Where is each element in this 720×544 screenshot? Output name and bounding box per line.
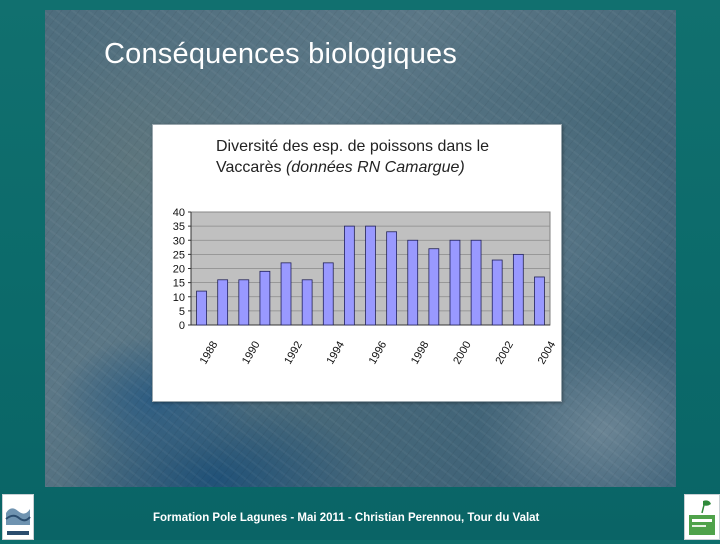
bar-1994 [322, 262, 334, 326]
chart-title: Diversité des esp. de poissons dans le V… [216, 136, 516, 178]
y-tick-label: 15 [173, 278, 185, 290]
x-tick-label-2004: 2004 [536, 339, 559, 366]
bar-2000 [449, 239, 461, 326]
x-tick-label-1990: 1990 [240, 339, 263, 366]
bar-2004 [534, 276, 545, 326]
bar-1992 [280, 262, 292, 326]
bar-1989 [217, 279, 229, 326]
x-tick-label-1994: 1994 [324, 339, 347, 366]
bar-2001 [470, 239, 482, 326]
bar-1995 [344, 225, 355, 326]
x-tick-label-1998: 1998 [409, 339, 432, 366]
footer-credit: Formation Pole Lagunes - Mai 2011 - Chri… [153, 512, 540, 524]
chart-title-line2-italic: (données RN Camargue) [285, 159, 465, 176]
chart-title-line1: Diversité des esp. de poissons dans le [216, 138, 490, 155]
chart-card: Diversité des esp. de poissons dans le V… [152, 124, 562, 402]
x-tick-label-1988: 1988 [198, 339, 221, 366]
left-logo [2, 494, 34, 540]
slide-title: Conséquences biologiques [104, 38, 458, 70]
bar-2002 [491, 259, 503, 326]
x-tick-label-1996: 1996 [367, 339, 390, 366]
right-logo [684, 494, 720, 540]
y-tick-label: 30 [173, 235, 185, 247]
plot-area: 0 5 10 15 20 25 30 35 40 1988 1990 1992 1994 1996 1998… [173, 207, 559, 367]
bar-1996 [365, 225, 376, 326]
bar-1988 [196, 290, 207, 326]
y-tick-label: 20 [173, 264, 185, 276]
x-tick-label-2000: 2000 [451, 339, 474, 366]
bar-1997 [386, 231, 397, 326]
chart-title-line2-plain: Vaccarès [216, 159, 286, 176]
y-tick-label: 0 [179, 320, 185, 332]
bar-1999 [428, 248, 440, 326]
bar-1991 [259, 270, 271, 326]
x-tick-label-1992: 1992 [282, 339, 305, 366]
bar-1998 [407, 239, 419, 326]
bar-1990 [238, 279, 250, 326]
y-tick-label: 5 [179, 306, 185, 318]
y-tick-label: 10 [173, 292, 185, 304]
bar-1993 [301, 279, 313, 326]
x-tick-label-2002: 2002 [493, 339, 516, 366]
bar-2003 [512, 253, 524, 326]
y-tick-label: 25 [173, 249, 185, 261]
bar-chart: 0 5 10 15 20 25 30 35 40 1988 1990 1992 1994 1996 1998… [173, 207, 559, 367]
y-tick-label: 35 [173, 221, 185, 233]
y-tick-label: 40 [173, 207, 185, 219]
